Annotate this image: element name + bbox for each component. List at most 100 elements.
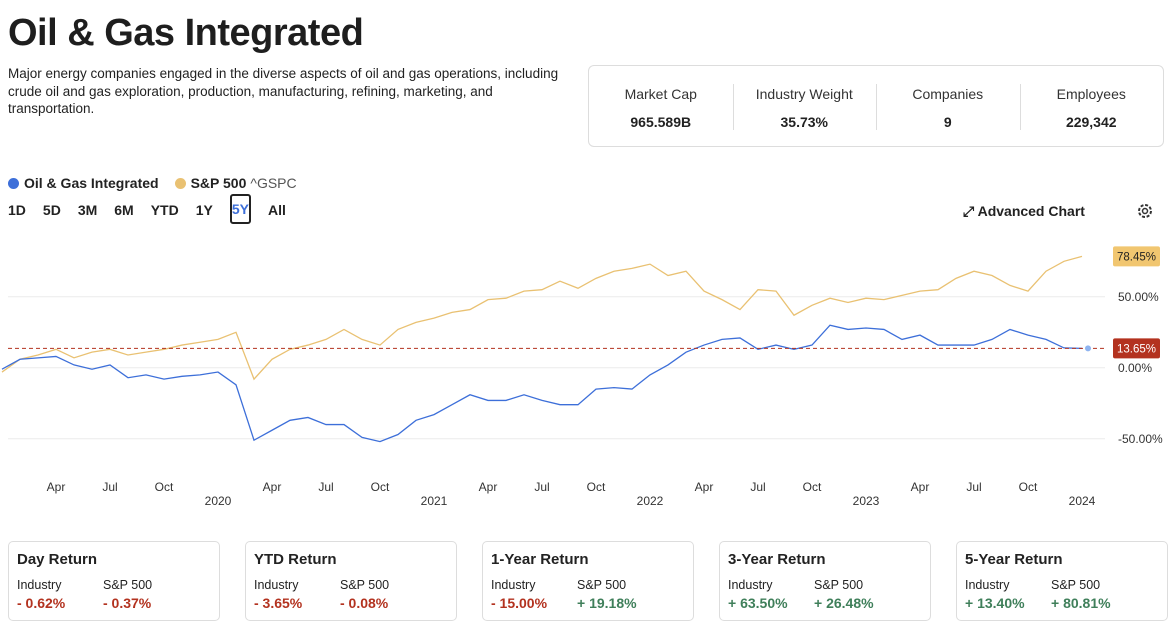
return-title: 1-Year Return: [491, 551, 589, 568]
x-tick-label: Oct: [155, 480, 174, 494]
advanced-chart-link[interactable]: ⤢ Advanced Chart: [963, 203, 1085, 220]
range-button[interactable]: 6M: [114, 202, 134, 218]
return-column: Industry + 63.50%: [728, 578, 814, 611]
x-tick-label: Jul: [318, 480, 333, 494]
range-button[interactable]: 1Y: [195, 202, 213, 218]
return-title: 3-Year Return: [728, 551, 826, 568]
stat: Employees 229,342: [1019, 66, 1164, 146]
range-button[interactable]: 5Y: [229, 194, 251, 224]
return-columns: Industry - 15.00% S&P 500 + 19.18%: [491, 578, 685, 611]
returns-row: Day Return Industry - 0.62% S&P 500 - 0.37% Y…: [8, 541, 1168, 621]
return-column: Industry - 0.62%: [17, 578, 103, 611]
return-columns: Industry - 0.62% S&P 500 - 0.37%: [17, 578, 211, 611]
stat: Industry Weight 35.73%: [732, 66, 877, 146]
return-label: Industry: [17, 578, 62, 592]
series-line: [1, 324, 1083, 443]
legend: Oil & Gas Integrated S&P 500 ^GSPC: [8, 175, 297, 191]
x-tick-label: Oct: [371, 480, 390, 494]
legend-name: S&P 500: [190, 175, 247, 191]
return-title: YTD Return: [254, 551, 337, 568]
stats-panel: Market Cap 965.589B Industry Weight 35.73% C…: [588, 65, 1164, 147]
return-label: S&P 500: [577, 578, 627, 592]
end-label: 13.65%: [1117, 343, 1156, 355]
end-label-box: [1113, 338, 1160, 359]
return-card: Day Return Industry - 0.62% S&P 500 - 0.37%: [8, 541, 220, 621]
return-value: - 15.00%: [491, 595, 548, 611]
return-column: S&P 500 + 80.81%: [1051, 578, 1137, 611]
stat-value: 35.73%: [780, 114, 828, 130]
stat: Market Cap 965.589B: [589, 66, 733, 146]
return-label: S&P 500: [1051, 578, 1101, 592]
legend-name: Oil & Gas Integrated: [24, 175, 159, 191]
y-tick-label: 50.00%: [1118, 290, 1159, 304]
legend-item: S&P 500 ^GSPC: [174, 175, 297, 191]
end-label: 78.45%: [1117, 251, 1156, 263]
return-label: S&P 500: [340, 578, 390, 592]
return-column: Industry - 3.65%: [254, 578, 340, 611]
current-value-dot: [1085, 345, 1091, 352]
return-label: S&P 500: [103, 578, 153, 592]
stat-value: 229,342: [1065, 114, 1117, 130]
range-button[interactable]: 1D: [8, 202, 26, 218]
range-buttons: 1D 5D 3M 6M YTD 1Y 5Y All: [8, 194, 303, 224]
return-columns: Industry - 3.65% S&P 500 - 0.08%: [254, 578, 448, 611]
return-label: Industry: [491, 578, 536, 592]
return-title: Day Return: [17, 551, 98, 568]
y-tick-label: 0.00%: [1118, 361, 1152, 375]
return-column: S&P 500 + 26.48%: [814, 578, 900, 611]
return-value: - 0.62%: [17, 595, 66, 611]
range-button[interactable]: All: [267, 202, 286, 218]
return-columns: Industry + 13.40% S&P 500 + 80.81%: [965, 578, 1159, 611]
page-title: Oil & Gas Integrated: [8, 12, 364, 54]
return-column: Industry + 13.40%: [965, 578, 1051, 611]
return-card: 3-Year Return Industry + 63.50% S&P 500 + 26…: [719, 541, 931, 621]
return-column: Industry - 15.00%: [491, 578, 577, 611]
return-card: 1-Year Return Industry - 15.00% S&P 500 + 19…: [482, 541, 694, 621]
stat: Companies 9: [876, 66, 1020, 146]
x-tick-label: Apr: [263, 480, 282, 494]
x-tick-label: Apr: [47, 480, 66, 494]
return-value: - 0.37%: [103, 595, 152, 611]
x-tick-label: Apr: [479, 480, 498, 494]
return-value: + 19.18%: [577, 595, 637, 611]
return-card: YTD Return Industry - 3.65% S&P 500 - 0.08%: [245, 541, 457, 621]
stat-label: Industry Weight: [755, 86, 853, 102]
x-year-label: 2024: [1069, 494, 1096, 508]
return-value: + 63.50%: [728, 595, 788, 611]
stat-label: Market Cap: [624, 86, 697, 102]
return-value: + 80.81%: [1051, 595, 1111, 611]
x-tick-label: Jul: [966, 480, 981, 494]
range-button[interactable]: YTD: [150, 202, 179, 218]
return-columns: Industry + 63.50% S&P 500 + 26.48%: [728, 578, 922, 611]
return-label: Industry: [254, 578, 299, 592]
chart: 50.00% 0.00% -50.00% Apr Jul Oct Apr Jul Oct Apr J…: [1, 246, 1163, 508]
x-year-label: 2022: [637, 494, 664, 508]
return-card: 5-Year Return Industry + 13.40% S&P 500 + 80…: [956, 541, 1168, 621]
return-value: + 13.40%: [965, 595, 1025, 611]
x-tick-label: Apr: [695, 480, 714, 494]
stat-value: 965.589B: [630, 114, 692, 130]
return-title: 5-Year Return: [965, 551, 1063, 568]
range-button[interactable]: 5D: [42, 202, 61, 218]
legend-dot: [8, 177, 19, 189]
legend-symbol: ^GSPC: [250, 175, 297, 191]
x-tick-label: Apr: [911, 480, 930, 494]
return-label: S&P 500: [814, 578, 864, 592]
return-column: S&P 500 - 0.08%: [340, 578, 426, 611]
x-tick-label: Jul: [102, 480, 117, 494]
settings-icon[interactable]: [1136, 202, 1154, 220]
x-year-label: 2023: [853, 494, 880, 508]
description: Major energy companies engaged in the di…: [8, 66, 559, 116]
return-value: + 26.48%: [814, 595, 874, 611]
expand-icon: ⤢: [963, 203, 975, 219]
legend-item: Oil & Gas Integrated: [8, 175, 159, 191]
x-tick-label: Oct: [1019, 480, 1038, 494]
end-label-box: [1113, 246, 1160, 267]
range-button[interactable]: 3M: [77, 202, 98, 218]
return-column: S&P 500 + 19.18%: [577, 578, 663, 611]
stat-value: 9: [943, 114, 952, 130]
y-tick-label: -50.00%: [1118, 432, 1163, 446]
series-line: [1, 255, 1083, 381]
x-tick-label: Jul: [534, 480, 549, 494]
